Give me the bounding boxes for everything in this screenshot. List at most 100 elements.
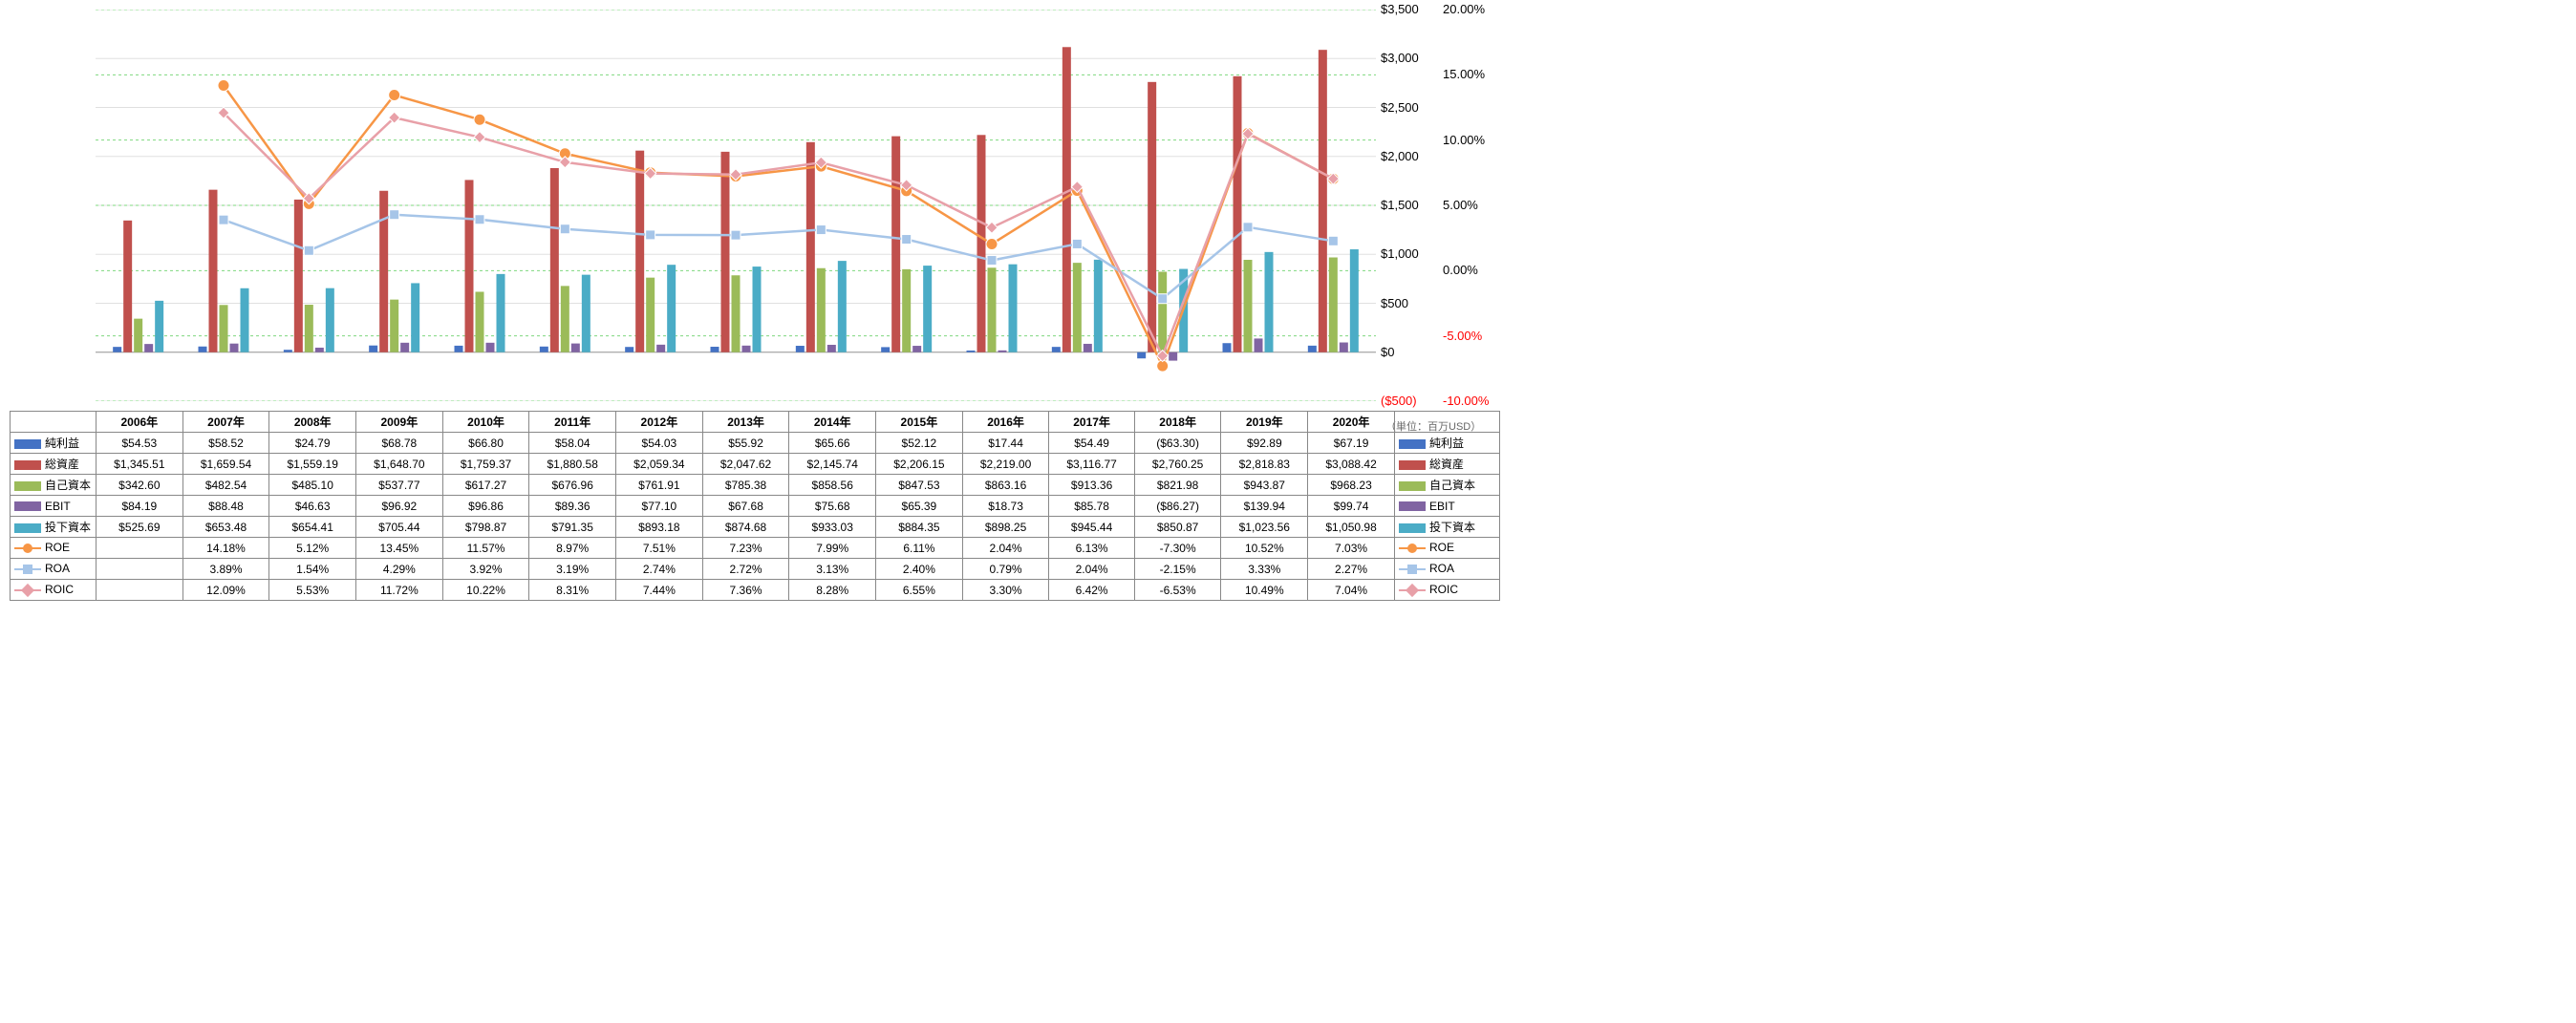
data-cell: 7.99% — [789, 538, 876, 559]
data-cell — [97, 538, 183, 559]
data-cell: $2,047.62 — [702, 454, 789, 475]
data-cell: $139.94 — [1221, 496, 1308, 517]
data-cell: $92.89 — [1221, 433, 1308, 454]
secondary-y-axis: 20.00%15.00%10.00%5.00%0.00%-5.00%-10.00… — [1443, 0, 1500, 411]
data-cell: $676.96 — [529, 475, 616, 496]
data-cell: $17.44 — [962, 433, 1049, 454]
series-label-cell: 投下資本 — [11, 517, 97, 538]
secondary-axis-tick: 5.00% — [1443, 198, 1478, 212]
data-cell: $821.98 — [1134, 475, 1221, 496]
year-header: 2017年 — [1049, 412, 1134, 433]
data-cell: $943.87 — [1221, 475, 1308, 496]
data-cell: $67.19 — [1308, 433, 1395, 454]
table-body: 純利益$54.53$58.52$24.79$68.78$66.80$58.04$… — [11, 433, 1500, 601]
legend-cell: 投下資本 — [1395, 517, 1500, 538]
data-cell: $705.44 — [356, 517, 443, 538]
data-cell: $893.18 — [616, 517, 703, 538]
data-cell: $482.54 — [182, 475, 269, 496]
data-cell: 10.52% — [1221, 538, 1308, 559]
primary-axis-tick: $500 — [1381, 296, 1408, 310]
data-cell: 7.44% — [616, 580, 703, 601]
legend-cell: EBIT — [1395, 496, 1500, 517]
data-cell: $2,818.83 — [1221, 454, 1308, 475]
primary-axis-tick: $2,000 — [1381, 149, 1419, 163]
data-cell: 2.04% — [1049, 559, 1134, 580]
data-cell: 3.89% — [182, 559, 269, 580]
data-cell: $77.10 — [616, 496, 703, 517]
data-cell: 1.54% — [269, 559, 356, 580]
primary-axis-tick: $0 — [1381, 345, 1394, 359]
series-label-cell: ROIC — [11, 580, 97, 601]
year-header: 2015年 — [876, 412, 963, 433]
data-cell: $761.91 — [616, 475, 703, 496]
data-cell: 6.11% — [876, 538, 963, 559]
data-cell: $96.92 — [356, 496, 443, 517]
year-header: 2011年 — [529, 412, 616, 433]
chart-plot-area — [96, 10, 1376, 401]
data-cell: 6.55% — [876, 580, 963, 601]
data-cell: $1,559.19 — [269, 454, 356, 475]
table-row: ROIC12.09%5.53%11.72%10.22%8.31%7.44%7.3… — [11, 580, 1500, 601]
year-header: 2018年 — [1134, 412, 1221, 433]
data-cell: $847.53 — [876, 475, 963, 496]
series-label-cell: 純利益 — [11, 433, 97, 454]
data-cell: 3.33% — [1221, 559, 1308, 580]
data-cell: 7.36% — [702, 580, 789, 601]
data-cell: $1,880.58 — [529, 454, 616, 475]
primary-axis-tick: $1,000 — [1381, 246, 1419, 261]
data-cell: $863.16 — [962, 475, 1049, 496]
primary-axis-tick: $2,500 — [1381, 100, 1419, 115]
data-cell — [97, 580, 183, 601]
data-cell: $67.68 — [702, 496, 789, 517]
data-cell: $24.79 — [269, 433, 356, 454]
data-cell: $884.35 — [876, 517, 963, 538]
data-cell: $75.68 — [789, 496, 876, 517]
year-header: 2012年 — [616, 412, 703, 433]
data-cell: $1,659.54 — [182, 454, 269, 475]
legend-cell: ROE — [1395, 538, 1500, 559]
chart-svg — [96, 10, 1376, 401]
secondary-axis-tick: -10.00% — [1443, 394, 1489, 408]
series-label-cell: ROA — [11, 559, 97, 580]
secondary-axis-tick: 20.00% — [1443, 2, 1485, 16]
table-header-row: 2006年2007年2008年2009年2010年2011年2012年2013年… — [11, 412, 1500, 433]
data-cell: $3,088.42 — [1308, 454, 1395, 475]
legend-cell: 純利益 — [1395, 433, 1500, 454]
data-cell: $58.04 — [529, 433, 616, 454]
data-cell: 11.57% — [442, 538, 529, 559]
primary-axis-tick: $3,500 — [1381, 2, 1419, 16]
data-cell: 2.74% — [616, 559, 703, 580]
data-cell: 0.79% — [962, 559, 1049, 580]
data-cell: 7.23% — [702, 538, 789, 559]
year-header: 2016年 — [962, 412, 1049, 433]
data-cell: $2,219.00 — [962, 454, 1049, 475]
data-cell: $54.53 — [97, 433, 183, 454]
data-cell: 7.03% — [1308, 538, 1395, 559]
data-cell: $1,050.98 — [1308, 517, 1395, 538]
data-cell: $65.39 — [876, 496, 963, 517]
data-cell: $2,059.34 — [616, 454, 703, 475]
data-cell: $342.60 — [97, 475, 183, 496]
series-label-cell: ROE — [11, 538, 97, 559]
data-cell: $945.44 — [1049, 517, 1134, 538]
data-cell: 6.13% — [1049, 538, 1134, 559]
data-cell: $537.77 — [356, 475, 443, 496]
data-cell: $96.86 — [442, 496, 529, 517]
year-header: 2009年 — [356, 412, 443, 433]
data-cell: $3,116.77 — [1049, 454, 1134, 475]
series-label-cell: 総資産 — [11, 454, 97, 475]
data-cell: $2,206.15 — [876, 454, 963, 475]
table-row: 自己資本$342.60$482.54$485.10$537.77$617.27$… — [11, 475, 1500, 496]
primary-axis-tick: ($500) — [1381, 394, 1417, 408]
legend-cell: 総資産 — [1395, 454, 1500, 475]
legend-cell: ROIC — [1395, 580, 1500, 601]
data-cell: $66.80 — [442, 433, 529, 454]
data-cell: $791.35 — [529, 517, 616, 538]
year-header: 2008年 — [269, 412, 356, 433]
data-cell: $58.52 — [182, 433, 269, 454]
data-cell: $88.48 — [182, 496, 269, 517]
data-cell: $84.19 — [97, 496, 183, 517]
data-cell: $798.87 — [442, 517, 529, 538]
data-cell: $54.03 — [616, 433, 703, 454]
table-row: EBIT$84.19$88.48$46.63$96.92$96.86$89.36… — [11, 496, 1500, 517]
